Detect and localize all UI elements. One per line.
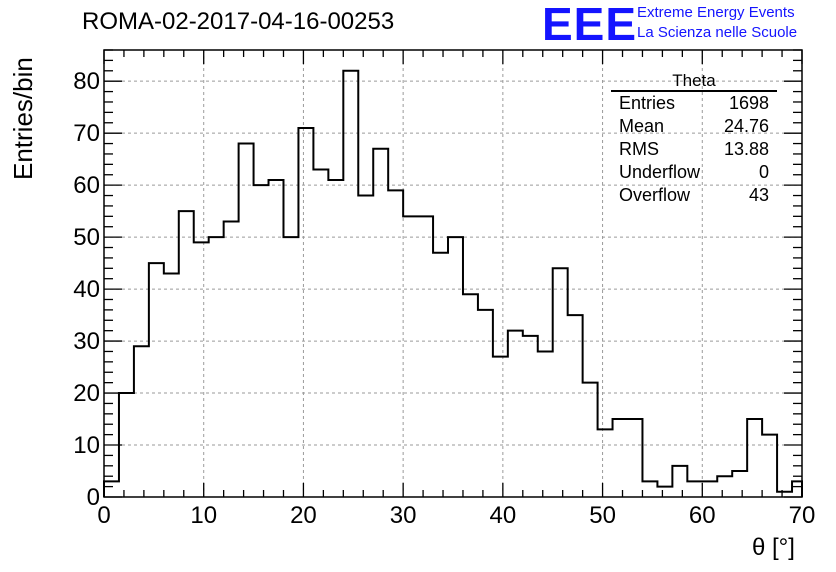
y-tick-label: 20 — [73, 380, 100, 407]
histogram-bin — [568, 315, 583, 497]
histogram-bin — [104, 481, 119, 497]
histogram-outline — [103, 69, 803, 497]
y-tick-label: 10 — [73, 432, 100, 459]
histogram-bin — [403, 216, 418, 497]
histogram-bin — [433, 253, 448, 497]
eee-logo: EEE — [542, 0, 638, 50]
histogram-bin — [463, 294, 478, 497]
tick-labels: 0 10 20 30 40 50 60 70 0 10 20 30 40 50 60 70 80 — [73, 68, 815, 529]
histogram-bin — [373, 149, 388, 497]
histogram-bin — [179, 211, 194, 497]
y-tick-label: 50 — [73, 224, 100, 251]
x-axis-label: θ [°] — [752, 534, 795, 561]
histogram-bin — [254, 185, 269, 497]
x-tick-label: 40 — [490, 502, 517, 529]
plot-frame — [103, 49, 803, 498]
histogram-bin — [283, 237, 298, 497]
histogram-series — [103, 69, 803, 498]
stats-label: Entries — [619, 93, 676, 113]
chart-title: ROMA-02-2017-04-16-00253 — [82, 8, 395, 35]
stats-value: 1698 — [728, 93, 769, 113]
stats-box: Theta Entries 1698 Mean 24.76 RMS 13.88 … — [611, 71, 777, 207]
histogram-bin — [149, 263, 164, 497]
stats-row-underflow: Underflow 0 — [611, 161, 777, 184]
stats-row-overflow: Overflow 43 — [611, 184, 777, 207]
y-axis-label: Entries/bin — [8, 57, 38, 180]
histogram-bin — [553, 268, 568, 497]
histogram-bin — [388, 190, 403, 497]
histogram-bin — [448, 237, 463, 497]
histogram-bin — [672, 466, 687, 497]
histogram-bin — [657, 487, 672, 497]
x-tick-label: 0 — [97, 502, 110, 529]
histogram-bin — [239, 144, 254, 497]
histogram-bin — [538, 351, 553, 497]
histogram-bin — [747, 419, 762, 497]
histogram-bin — [613, 419, 628, 497]
x-tick-label: 30 — [390, 502, 417, 529]
stats-label: Underflow — [619, 162, 701, 182]
logo-text-line-1: Extreme Energy Events — [637, 4, 795, 21]
y-tick-label: 80 — [73, 68, 100, 95]
tick-marks — [103, 49, 803, 498]
histogram-bin — [717, 476, 732, 497]
y-tick-label: 0 — [87, 484, 100, 511]
y-tick-label: 30 — [73, 328, 100, 355]
y-tick-label: 60 — [73, 172, 100, 199]
y-tick-label: 40 — [73, 276, 100, 303]
stats-value: 24.76 — [723, 116, 769, 136]
histogram-bin — [628, 419, 643, 497]
stats-label: RMS — [619, 139, 659, 159]
logo-text-line-2: La Scienza nelle Scuole — [637, 24, 798, 41]
histogram-bin — [762, 435, 777, 497]
histogram-bin — [269, 180, 284, 497]
histogram-bin — [194, 242, 209, 497]
stats-row-rms: RMS 13.88 — [611, 138, 777, 161]
histogram-bin — [702, 481, 717, 497]
histogram-bin — [298, 128, 313, 497]
stats-row-entries: Entries 1698 — [611, 92, 777, 115]
y-tick-label: 70 — [73, 120, 100, 147]
stats-row-mean: Mean 24.76 — [611, 115, 777, 138]
histogram-bin — [134, 346, 149, 497]
stats-value: 0 — [758, 162, 769, 182]
histogram-bin — [418, 216, 433, 497]
histogram-bin — [313, 170, 328, 497]
histogram-bin — [358, 196, 373, 497]
x-tick-label: 60 — [689, 502, 716, 529]
histogram-bin — [493, 357, 508, 497]
histogram-bin — [328, 180, 343, 497]
histogram-bin — [224, 222, 239, 497]
histogram-bin — [343, 71, 358, 497]
histogram-bin — [209, 237, 224, 497]
histogram-bin — [523, 336, 538, 497]
histogram-bin — [598, 429, 613, 497]
x-tick-label: 10 — [190, 502, 217, 529]
axes — [103, 49, 803, 498]
histogram-bin — [687, 481, 702, 497]
histogram-bin — [508, 331, 523, 497]
histogram-bin — [478, 310, 493, 497]
histogram-bin — [164, 274, 179, 498]
histogram-bin — [732, 471, 747, 497]
histogram-bin — [642, 481, 657, 497]
stats-value: 43 — [748, 185, 769, 205]
x-tick-label: 20 — [290, 502, 317, 529]
x-tick-label: 50 — [589, 502, 616, 529]
histogram-bin — [583, 383, 598, 497]
stats-value: 13.88 — [723, 139, 769, 159]
stats-title: Theta — [611, 71, 777, 92]
stats-label: Overflow — [619, 185, 691, 205]
stats-label: Mean — [619, 116, 665, 136]
histogram-bin — [792, 481, 802, 497]
x-tick-label: 70 — [789, 502, 816, 529]
